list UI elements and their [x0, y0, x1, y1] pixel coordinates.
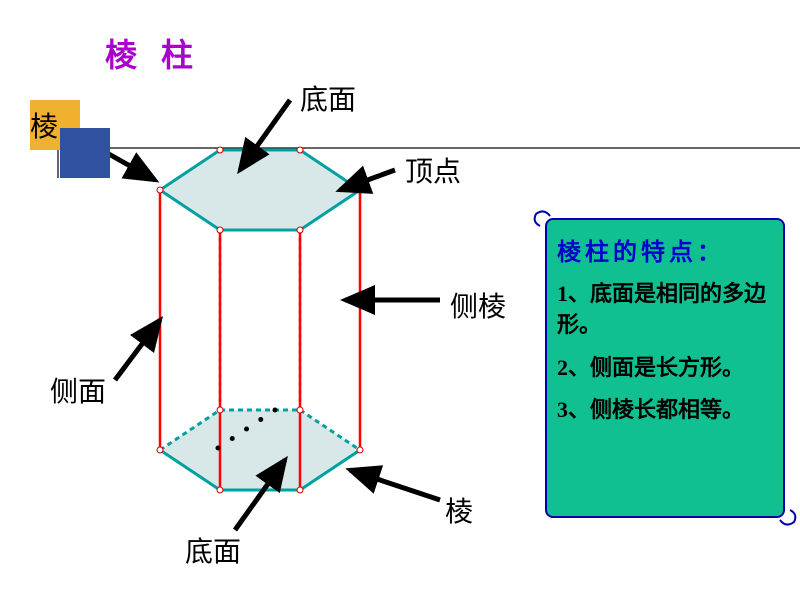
info-panel: 棱柱的特点： 1、底面是相同的多边形。 2、侧面是长方形。 3、侧棱长都相等。 [545, 218, 785, 518]
diagram-label: 顶点 [405, 150, 461, 190]
diagram-label: 底面 [185, 530, 241, 570]
diagram-label: 侧面 [50, 370, 106, 410]
info-item: 2、侧面是长方形。 [557, 353, 773, 384]
info-items: 1、底面是相同的多边形。 2、侧面是长方形。 3、侧棱长都相等。 [557, 279, 773, 426]
page-title: 棱 柱 [105, 30, 201, 76]
info-item: 1、底面是相同的多边形。 [557, 279, 773, 341]
diagram-label: 底面 [300, 78, 356, 118]
info-title: 棱柱的特点： [557, 232, 773, 267]
diagram-label: 棱 [30, 105, 58, 145]
info-item: 3、侧棱长都相等。 [557, 395, 773, 426]
diagram-label: 棱 [445, 490, 473, 530]
diagram-label: 侧棱 [450, 285, 506, 325]
